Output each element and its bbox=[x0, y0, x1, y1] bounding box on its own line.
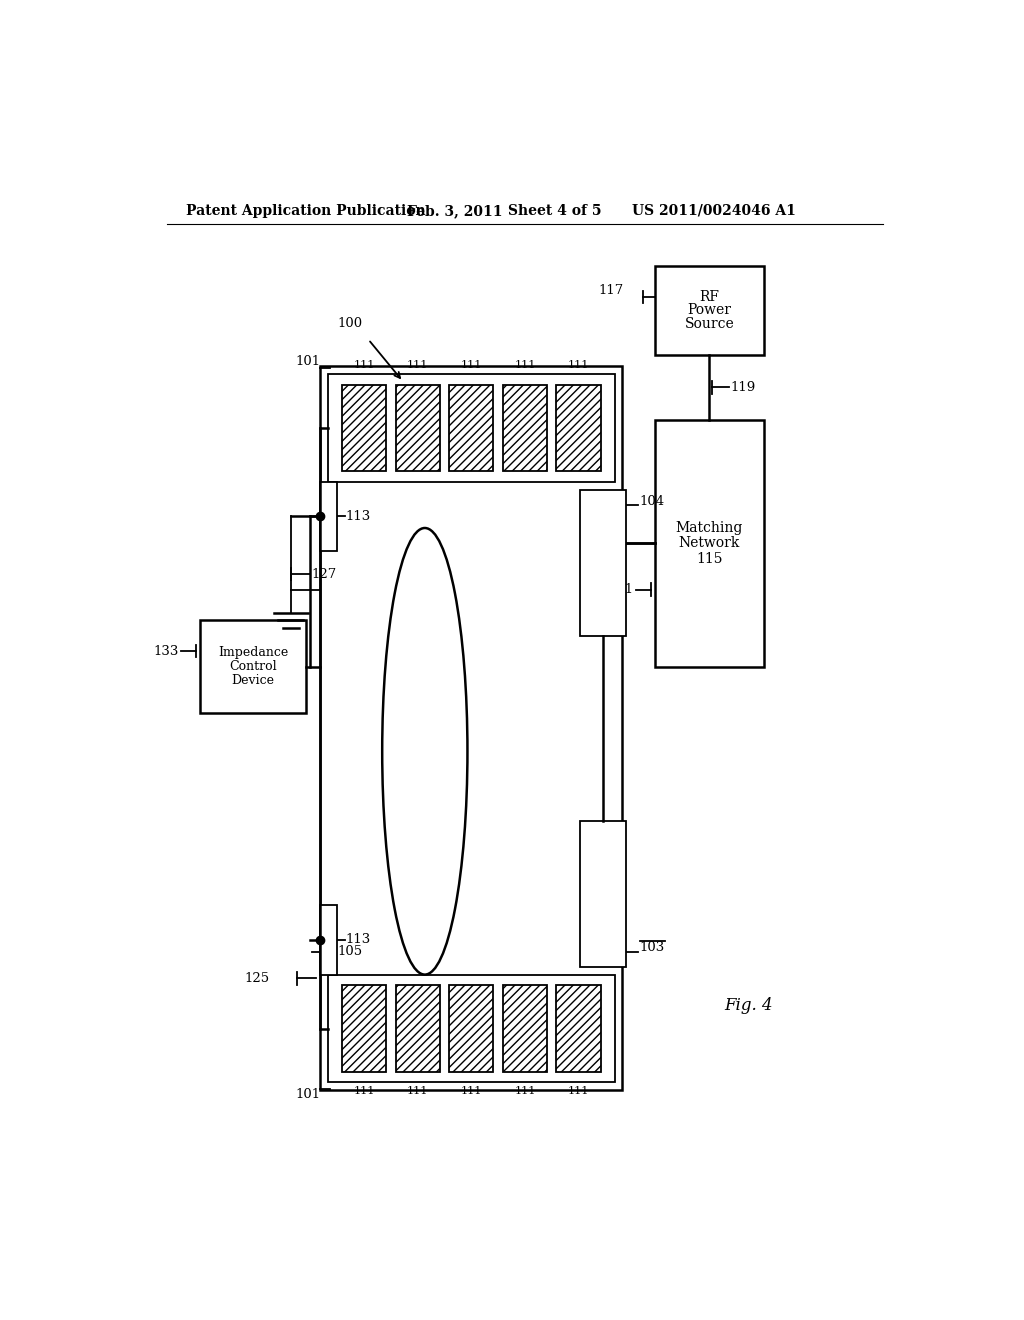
Bar bbox=[328, 374, 614, 482]
Text: 111: 111 bbox=[407, 360, 428, 370]
Text: 113: 113 bbox=[346, 510, 371, 523]
Text: 111: 111 bbox=[568, 1086, 589, 1096]
Text: Impedance: Impedance bbox=[218, 647, 289, 659]
Text: 101: 101 bbox=[295, 355, 321, 368]
Text: 111: 111 bbox=[461, 1086, 482, 1096]
Text: 111: 111 bbox=[461, 360, 482, 370]
Bar bbox=[655, 420, 764, 667]
Text: Feb. 3, 2011: Feb. 3, 2011 bbox=[407, 203, 503, 218]
Bar bbox=[450, 385, 494, 471]
Text: 100: 100 bbox=[337, 317, 362, 330]
Bar bbox=[503, 985, 547, 1072]
Text: Sheet 4 of 5: Sheet 4 of 5 bbox=[508, 203, 601, 218]
Text: Network: Network bbox=[679, 536, 740, 550]
Text: 115: 115 bbox=[696, 552, 723, 566]
Text: US 2011/0024046 A1: US 2011/0024046 A1 bbox=[632, 203, 796, 218]
Text: 101: 101 bbox=[295, 1088, 321, 1101]
Bar bbox=[450, 985, 494, 1072]
Text: 103: 103 bbox=[640, 941, 665, 954]
Text: PLASMA: PLASMA bbox=[390, 721, 459, 735]
Text: Source: Source bbox=[684, 317, 734, 331]
Bar bbox=[321, 367, 623, 1090]
Text: 121: 121 bbox=[608, 583, 633, 597]
Bar bbox=[395, 385, 440, 471]
Bar bbox=[556, 385, 601, 471]
Text: 111: 111 bbox=[353, 360, 375, 370]
Text: 111: 111 bbox=[353, 1086, 375, 1096]
Bar bbox=[321, 482, 337, 552]
Text: 104: 104 bbox=[640, 495, 665, 508]
Text: 119: 119 bbox=[730, 381, 756, 393]
Bar bbox=[200, 620, 306, 713]
Text: 113: 113 bbox=[346, 933, 371, 946]
Text: 111: 111 bbox=[407, 1086, 428, 1096]
Bar bbox=[395, 985, 440, 1072]
Bar bbox=[321, 906, 337, 974]
Text: Matching: Matching bbox=[676, 521, 743, 535]
Bar bbox=[328, 974, 614, 1082]
Text: 125: 125 bbox=[245, 972, 270, 985]
Text: 111: 111 bbox=[514, 1086, 536, 1096]
Text: 127: 127 bbox=[311, 568, 337, 581]
Text: 105: 105 bbox=[337, 945, 362, 958]
Text: 133: 133 bbox=[153, 644, 178, 657]
Text: 111: 111 bbox=[514, 360, 536, 370]
Bar bbox=[556, 985, 601, 1072]
Text: Device: Device bbox=[231, 675, 274, 686]
Text: Patent Application Publication: Patent Application Publication bbox=[186, 203, 426, 218]
Bar bbox=[655, 267, 764, 355]
Text: Fig. 4: Fig. 4 bbox=[725, 997, 773, 1014]
Text: 117: 117 bbox=[599, 284, 624, 297]
Bar bbox=[503, 385, 547, 471]
Text: Power: Power bbox=[687, 304, 731, 318]
Bar bbox=[580, 821, 627, 966]
Text: Control: Control bbox=[229, 660, 276, 673]
Text: 109: 109 bbox=[412, 748, 438, 762]
Text: 111: 111 bbox=[568, 360, 589, 370]
Ellipse shape bbox=[382, 528, 467, 974]
Text: RF: RF bbox=[699, 289, 719, 304]
Bar bbox=[580, 490, 627, 636]
Bar bbox=[342, 385, 386, 471]
Bar bbox=[342, 985, 386, 1072]
